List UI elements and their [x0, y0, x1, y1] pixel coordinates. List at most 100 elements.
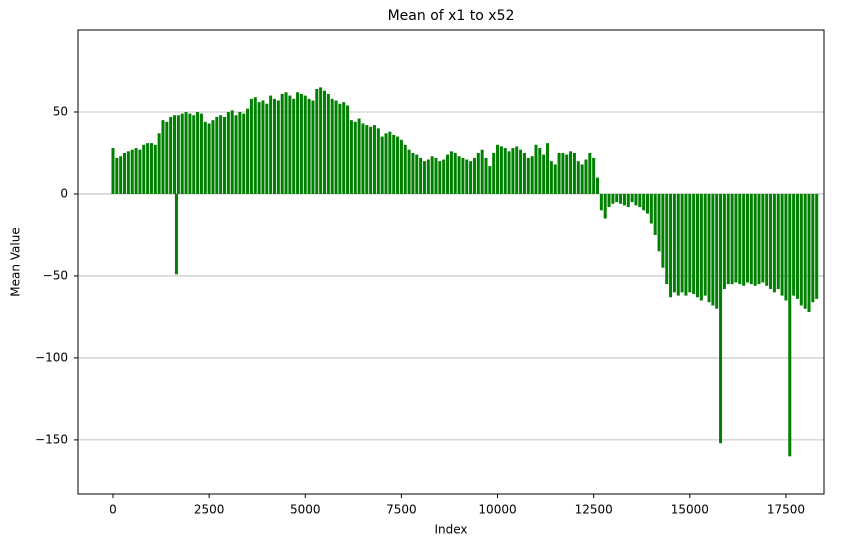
bar: [223, 116, 227, 194]
bar: [580, 164, 584, 194]
bar: [203, 121, 207, 194]
bar: [173, 115, 177, 194]
bar: [676, 193, 680, 296]
bar: [322, 90, 326, 194]
bar: [422, 161, 426, 194]
bar: [584, 159, 588, 194]
bar: [365, 125, 369, 194]
bar: [353, 121, 357, 194]
bar: [811, 193, 815, 303]
bar: [599, 193, 603, 211]
y-tick-label: −50: [43, 268, 68, 282]
bar: [546, 143, 550, 194]
bar: [311, 100, 315, 194]
bar: [465, 159, 469, 194]
bar: [119, 156, 123, 194]
bar: [142, 144, 146, 194]
bar: [795, 193, 799, 299]
bar: [542, 154, 546, 194]
x-tick-label: 2500: [194, 503, 225, 517]
bar: [165, 121, 169, 194]
bar: [576, 161, 580, 194]
bar: [538, 148, 542, 194]
bar: [407, 149, 411, 194]
bar: [565, 154, 569, 194]
bar: [238, 111, 242, 194]
bar: [722, 193, 726, 290]
bar: [361, 123, 365, 194]
bar: [188, 113, 192, 194]
bar: [134, 148, 138, 194]
bar: [392, 134, 396, 194]
bar: [276, 100, 280, 194]
bar: [695, 193, 699, 298]
y-tick-label: 50: [53, 104, 68, 118]
bar: [607, 193, 611, 208]
bar: [626, 193, 630, 208]
bar: [638, 193, 642, 208]
bar: [784, 193, 788, 301]
bar: [496, 144, 500, 194]
bar: [115, 157, 119, 194]
bar: [226, 111, 230, 194]
bar: [384, 133, 388, 194]
bar: [530, 156, 534, 194]
bar: [649, 193, 653, 224]
bar: [434, 157, 438, 194]
bar: [484, 157, 488, 194]
bar: [692, 193, 696, 294]
bar: [557, 152, 561, 194]
x-tick-label: 15000: [671, 503, 709, 517]
bar: [388, 131, 392, 194]
bar: [765, 193, 769, 286]
bar: [246, 108, 250, 194]
bar: [561, 152, 565, 194]
bar: [792, 193, 796, 296]
bar: [399, 139, 403, 194]
bar: [380, 136, 384, 194]
bar: [472, 157, 476, 194]
bar: [634, 193, 638, 206]
bar: [199, 113, 203, 194]
bar: [292, 98, 296, 194]
bar: [719, 193, 723, 444]
bar: [149, 143, 153, 194]
bar: [219, 115, 223, 194]
bar: [253, 97, 257, 194]
bar: [553, 164, 557, 194]
bar: [138, 149, 142, 194]
bar: [534, 144, 538, 194]
bar: [376, 128, 380, 194]
bar: [303, 95, 307, 194]
bar: [242, 113, 246, 194]
bar: [346, 105, 350, 194]
x-tick-label: 5000: [290, 503, 321, 517]
bar: [780, 193, 784, 296]
bar: [476, 152, 480, 194]
bar: [215, 116, 219, 194]
bar: [730, 193, 734, 285]
bar: [549, 161, 553, 194]
bar: [396, 136, 400, 194]
bar: [169, 116, 173, 194]
bar: [272, 98, 276, 194]
bar: [669, 193, 673, 298]
x-tick-label: 12500: [575, 503, 613, 517]
bar: [446, 154, 450, 194]
bar: [111, 148, 115, 194]
bar: [515, 146, 519, 194]
bar: [403, 144, 407, 194]
bar: [123, 152, 127, 194]
bar: [330, 98, 334, 194]
bar: [726, 193, 730, 285]
bar: [511, 148, 515, 194]
bar: [372, 125, 376, 194]
bar: [284, 92, 288, 194]
bar: [711, 193, 715, 306]
bar: [338, 103, 342, 194]
bar: [319, 87, 323, 194]
bar: [299, 93, 303, 194]
bar: [749, 193, 753, 285]
bar: [776, 193, 780, 290]
bar: [684, 193, 688, 296]
